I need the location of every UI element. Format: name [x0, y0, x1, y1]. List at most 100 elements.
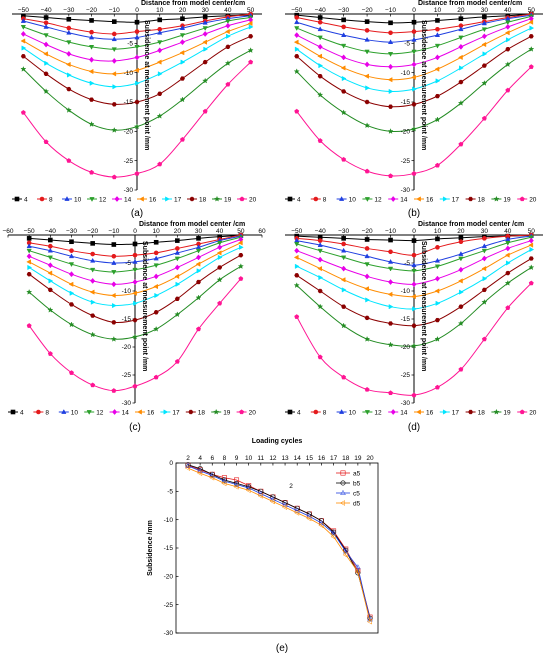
- legend-label: 12: [374, 409, 382, 416]
- data-point-17: [226, 33, 231, 39]
- data-point-19: [131, 333, 139, 340]
- legend-marker: [61, 409, 67, 414]
- data-point-16: [195, 261, 201, 267]
- x-tick-label: 30: [195, 228, 203, 235]
- data-point-20: [238, 276, 244, 281]
- data-point-19: [247, 47, 254, 53]
- data-point-10: [68, 253, 75, 259]
- data-point-19: [111, 126, 118, 133]
- data-point-16: [481, 41, 487, 48]
- data-point-4: [43, 15, 49, 20]
- y-tick-label: -10: [164, 517, 174, 524]
- x-tick-label: 30: [481, 228, 489, 235]
- data-point-14: [68, 271, 75, 278]
- data-point-16: [153, 283, 159, 290]
- data-point-c5: [209, 472, 216, 478]
- data-point-12: [317, 35, 323, 41]
- data-point-19: [293, 282, 300, 288]
- x-tick-label: −50: [291, 7, 302, 14]
- data-point-20: [134, 170, 140, 176]
- data-point-16: [110, 292, 116, 299]
- data-point-4: [388, 20, 393, 26]
- data-point-20: [66, 158, 72, 163]
- series-line-d5: [187, 467, 371, 622]
- data-point-18: [388, 104, 394, 109]
- data-point-12: [411, 49, 417, 55]
- data-point-8: [482, 236, 487, 241]
- legend-marker: [364, 197, 371, 202]
- data-point-14: [153, 273, 159, 280]
- data-point-17: [69, 290, 75, 296]
- data-point-8: [317, 19, 323, 25]
- data-point-4: [134, 19, 140, 25]
- legend-marker: [416, 196, 421, 202]
- data-point-10: [26, 243, 32, 249]
- data-point-10: [505, 15, 511, 21]
- data-point-19: [481, 299, 488, 305]
- data-point-12: [132, 267, 138, 273]
- data-point-10: [174, 250, 180, 255]
- data-point-16: [317, 53, 323, 59]
- data-point-d5: [342, 551, 348, 558]
- data-point-14: [134, 54, 140, 61]
- legend-label: 14: [400, 409, 408, 416]
- data-point-8: [341, 241, 346, 247]
- panel-d: [285, 232, 543, 415]
- data-point-8: [364, 28, 370, 33]
- data-point-18: [225, 44, 231, 50]
- data-point-8: [111, 31, 117, 37]
- y-tick-label: -25: [401, 158, 411, 165]
- data-point-8: [388, 249, 393, 255]
- legend-marker: [390, 196, 396, 202]
- data-point-c5: [233, 481, 240, 487]
- data-point-17: [412, 86, 417, 92]
- data-point-20: [341, 374, 347, 380]
- x-tick-label: −40: [315, 7, 326, 14]
- data-point-20: [528, 64, 534, 69]
- x-tick-label: 20: [457, 7, 465, 14]
- data-point-4: [89, 18, 94, 23]
- data-point-4: [196, 236, 201, 241]
- data-point-20: [411, 392, 417, 398]
- x-tick-label: 50: [528, 228, 536, 235]
- data-point-17: [48, 278, 54, 284]
- data-point-14: [388, 63, 394, 70]
- data-point-14: [225, 22, 231, 29]
- x-tick-label: −50: [24, 228, 35, 235]
- legend-label: 14: [400, 196, 408, 203]
- data-point-14: [89, 56, 95, 63]
- data-point-19: [317, 303, 324, 310]
- data-point-4: [458, 16, 464, 21]
- data-point-8: [317, 238, 323, 243]
- data-point-18: [89, 97, 95, 102]
- data-point-16: [134, 67, 139, 73]
- data-point-17: [388, 88, 394, 95]
- legend-marker: [64, 196, 70, 201]
- legend-label: 4: [20, 409, 24, 416]
- y-axis-title: Subsidence at measurement point /mm: [143, 20, 150, 150]
- data-point-17: [112, 84, 118, 90]
- data-point-18: [458, 304, 464, 309]
- data-point-12: [26, 248, 32, 254]
- legend-marker: [364, 410, 371, 415]
- data-point-4: [132, 241, 138, 247]
- legend-marker: [338, 409, 345, 414]
- data-point-18: [20, 54, 26, 59]
- legend-marker: [239, 409, 245, 415]
- data-point-18: [47, 287, 53, 293]
- data-point-20: [294, 314, 300, 319]
- data-point-d5: [221, 480, 227, 487]
- data-point-12: [225, 19, 231, 24]
- y-tick-label: -10: [122, 288, 132, 295]
- data-point-16: [457, 54, 463, 61]
- data-point-19: [202, 77, 209, 84]
- data-point-14: [294, 247, 300, 254]
- data-point-19: [43, 88, 50, 94]
- data-point-18: [294, 54, 300, 59]
- data-point-17: [217, 254, 223, 261]
- data-point-20: [153, 374, 159, 380]
- data-point-14: [111, 57, 117, 64]
- legend-marker: [165, 196, 170, 202]
- data-point-19: [481, 80, 488, 86]
- data-point-16: [481, 265, 487, 272]
